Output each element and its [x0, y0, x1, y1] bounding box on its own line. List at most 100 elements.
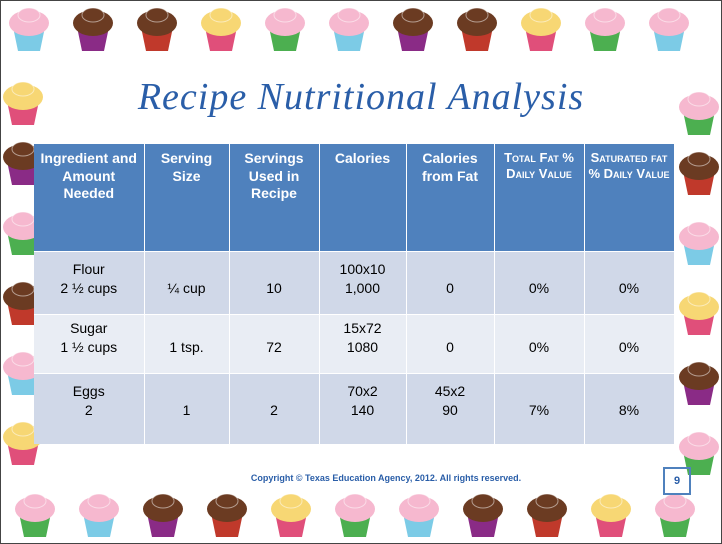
cupcake-swirl	[12, 212, 34, 226]
cupcake-swirl	[530, 8, 552, 22]
cupcake-swirl	[280, 494, 302, 508]
cupcake	[463, 494, 503, 537]
cell-line: 0%	[589, 338, 670, 357]
cupcake-swirl	[688, 362, 710, 376]
table-cell: 2	[229, 374, 319, 445]
cupcake-swirl	[472, 494, 494, 508]
cupcake	[271, 494, 311, 537]
cupcake	[649, 8, 689, 51]
cupcake-swirl	[338, 8, 360, 22]
cupcake-swirl	[466, 8, 488, 22]
cupcake-swirl	[88, 494, 110, 508]
cupcake-swirl	[688, 432, 710, 446]
cell-line: 1 tsp.	[149, 338, 225, 357]
header-cell: Total Fat % Daily Value	[494, 144, 584, 252]
table-body: Flour2 ½ cups¼ cup10100x101,00000%0%Suga…	[34, 252, 674, 445]
cupcake	[335, 494, 375, 537]
cell-line: 10	[234, 279, 315, 298]
table-cell: 7%	[494, 374, 584, 445]
cupcake-swirl	[536, 494, 558, 508]
cell-line: Flour	[38, 260, 140, 279]
slide: Recipe Nutritional Analysis Ingredient a…	[0, 0, 722, 544]
cupcake-swirl	[600, 494, 622, 508]
cell-line: 1,000	[324, 279, 402, 298]
cupcake-swirl	[658, 8, 680, 22]
cupcake-swirl	[24, 494, 46, 508]
page: {"title": "Recipe Nutritional Analysis",…	[0, 0, 722, 544]
cell-line: 1	[149, 401, 225, 420]
cupcake	[9, 8, 49, 51]
cupcake-swirl	[82, 8, 104, 22]
cupcake-swirl	[664, 494, 686, 508]
header-cell: Ingredient and Amount Needed	[34, 144, 144, 252]
cupcake	[207, 494, 247, 537]
table-cell: 0%	[494, 252, 584, 315]
cell-line: 2 ½ cups	[38, 279, 140, 298]
slide-title: Recipe Nutritional Analysis	[1, 75, 721, 119]
cell-line: 0	[411, 279, 490, 298]
cell-line: 45x2	[411, 382, 490, 401]
header-cell: Calories	[319, 144, 406, 252]
cupcake	[679, 152, 719, 195]
page-number: 9	[663, 467, 691, 495]
cupcake-swirl	[402, 8, 424, 22]
cell-line: 7%	[499, 401, 580, 420]
header-cell: Servings Used in Recipe	[229, 144, 319, 252]
table-row: Sugar1 ½ cups1 tsp.7215x72108000%0%	[34, 315, 674, 374]
cupcake-swirl	[12, 282, 34, 296]
table-cell: 1 tsp.	[144, 315, 229, 374]
cupcake	[585, 8, 625, 51]
cupcake	[521, 8, 561, 51]
table-cell: 0%	[584, 252, 674, 315]
cupcake-swirl	[12, 422, 34, 436]
cupcake	[265, 8, 305, 51]
cell-line: 70x2	[324, 382, 402, 401]
cupcake	[655, 494, 695, 537]
cell-line: 0%	[499, 279, 580, 298]
cell-line: 90	[411, 401, 490, 420]
cupcake-swirl	[274, 8, 296, 22]
cupcake-swirl	[152, 494, 174, 508]
cell-line: 72	[234, 338, 315, 357]
cupcake	[679, 362, 719, 405]
cupcake-swirl	[344, 494, 366, 508]
table-cell: 0%	[584, 315, 674, 374]
cupcake-swirl	[146, 8, 168, 22]
table-cell: 0	[406, 315, 494, 374]
cell-line: 2	[38, 401, 140, 420]
cupcake-swirl	[688, 292, 710, 306]
cell-line: 15x72	[324, 319, 402, 338]
cupcake	[393, 8, 433, 51]
cupcake	[137, 8, 177, 51]
cupcake-swirl	[210, 8, 232, 22]
table-cell: 0%	[494, 315, 584, 374]
header-cell: Calories from Fat	[406, 144, 494, 252]
cell-line: ¼ cup	[149, 279, 225, 298]
cupcake	[679, 292, 719, 335]
cell-line: 1080	[324, 338, 402, 357]
table-cell: 8%	[584, 374, 674, 445]
cupcake-swirl	[408, 494, 430, 508]
cell-line: 0%	[589, 279, 670, 298]
table-cell: 0	[406, 252, 494, 315]
cupcake-swirl	[688, 152, 710, 166]
cupcake-swirl	[688, 222, 710, 236]
table-cell: 10	[229, 252, 319, 315]
cupcake	[15, 494, 55, 537]
cell-line: 8%	[589, 401, 670, 420]
table-cell: 1	[144, 374, 229, 445]
cupcake	[527, 494, 567, 537]
header-cell: Serving Size	[144, 144, 229, 252]
table-cell: 72	[229, 315, 319, 374]
cupcake-swirl	[12, 352, 34, 366]
cupcake	[73, 8, 113, 51]
table-cell: ¼ cup	[144, 252, 229, 315]
